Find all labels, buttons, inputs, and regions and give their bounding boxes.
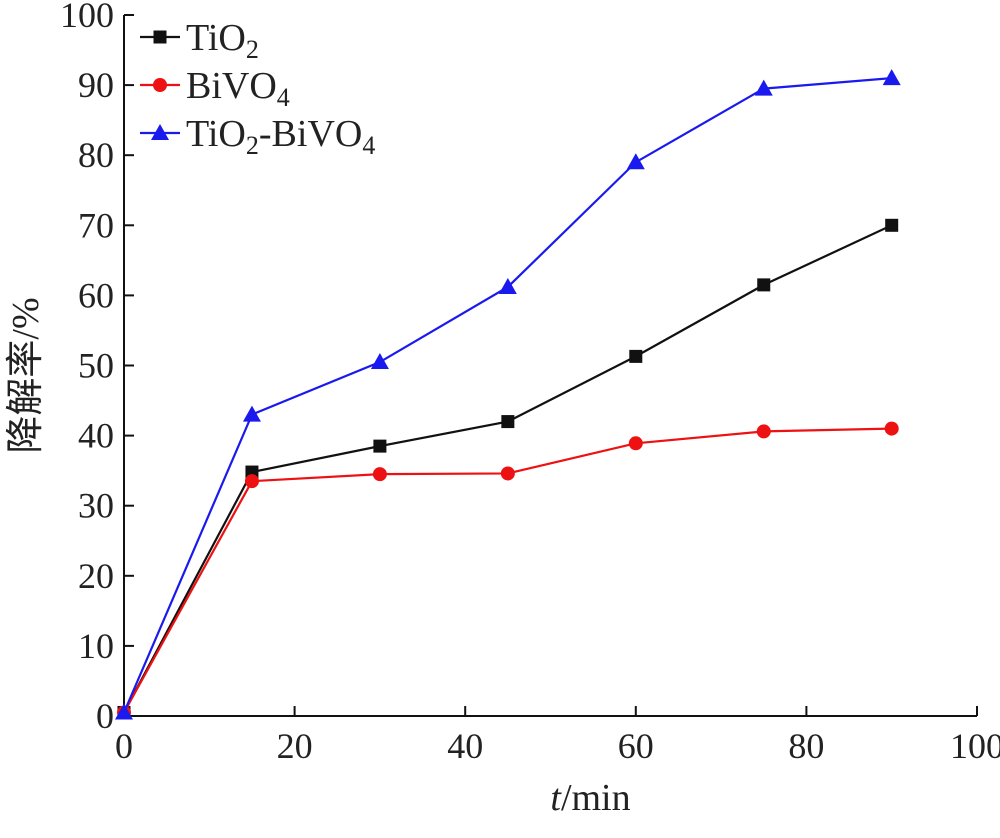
x-axis-ticks: 0 20 40 60 80 100 [115, 706, 1000, 766]
legend-label-part: TiO [186, 113, 246, 155]
x-tick-label: 40 [447, 726, 483, 766]
legend-label-part: 2 [246, 35, 259, 64]
x-tick-label: 80 [788, 726, 824, 766]
legend-label-part: -BiVO [259, 113, 362, 155]
data-point [757, 278, 771, 292]
data-point [884, 421, 899, 436]
y-axis-ticks: 0 10 20 30 40 50 60 70 80 90 100 [60, 0, 134, 736]
x-axis-label-variable: t [550, 777, 562, 819]
data-point [628, 436, 643, 451]
data-point [244, 474, 259, 489]
axes [123, 15, 977, 717]
legend-label: BiVO4 [186, 65, 290, 112]
series-layer [115, 69, 901, 720]
data-point [242, 405, 261, 422]
data-point [501, 415, 515, 429]
data-point [756, 424, 771, 439]
data-point [629, 349, 643, 363]
data-point [370, 352, 389, 369]
legend-item: TiO2-BiVO4 [140, 113, 375, 160]
legend-label: TiO2-BiVO4 [186, 113, 375, 160]
y-tick-label: 10 [78, 626, 114, 666]
y-tick-label: 80 [78, 135, 114, 175]
data-point [500, 466, 515, 481]
data-point [885, 218, 899, 232]
legend-marker [153, 78, 167, 92]
y-tick-label: 60 [78, 275, 114, 315]
legend-label-part: 4 [277, 83, 290, 112]
legend-label-part: BiVO [186, 65, 277, 107]
x-tick-label: 100 [950, 726, 1000, 766]
data-point [754, 79, 773, 96]
y-tick-label: 30 [78, 486, 114, 526]
data-point [372, 467, 387, 482]
legend-marker [151, 124, 169, 140]
y-tick-label: 50 [78, 346, 114, 386]
x-tick-label: 20 [277, 726, 313, 766]
legend-item: TiO2 [140, 17, 259, 64]
y-tick-label: 40 [78, 416, 114, 456]
x-tick-label: 0 [115, 726, 133, 766]
y-tick-label: 20 [78, 556, 114, 596]
data-point [373, 439, 387, 453]
legend-label-part: TiO [186, 17, 246, 59]
x-tick-label: 60 [618, 726, 654, 766]
legend-marker [153, 30, 167, 44]
legend-label: TiO2 [186, 17, 259, 64]
y-tick-label: 90 [78, 65, 114, 105]
legend-label-part: 2 [246, 131, 259, 160]
series-bivo4 [117, 421, 899, 720]
data-point [498, 277, 517, 294]
y-axis-label: 降解率/% [5, 297, 47, 453]
data-point [626, 153, 645, 170]
legend-item: BiVO4 [140, 65, 290, 112]
series-line [122, 76, 892, 713]
data-point [115, 703, 133, 720]
legend-label-part: 4 [362, 131, 375, 160]
y-tick-label: 0 [96, 696, 114, 736]
y-tick-label: 70 [78, 205, 114, 245]
x-axis-label: t/min [550, 777, 630, 819]
x-axis-label-unit: /min [561, 777, 631, 819]
data-point [882, 69, 901, 86]
y-tick-label: 100 [60, 0, 114, 35]
series-tio2-bivo4 [115, 69, 901, 720]
